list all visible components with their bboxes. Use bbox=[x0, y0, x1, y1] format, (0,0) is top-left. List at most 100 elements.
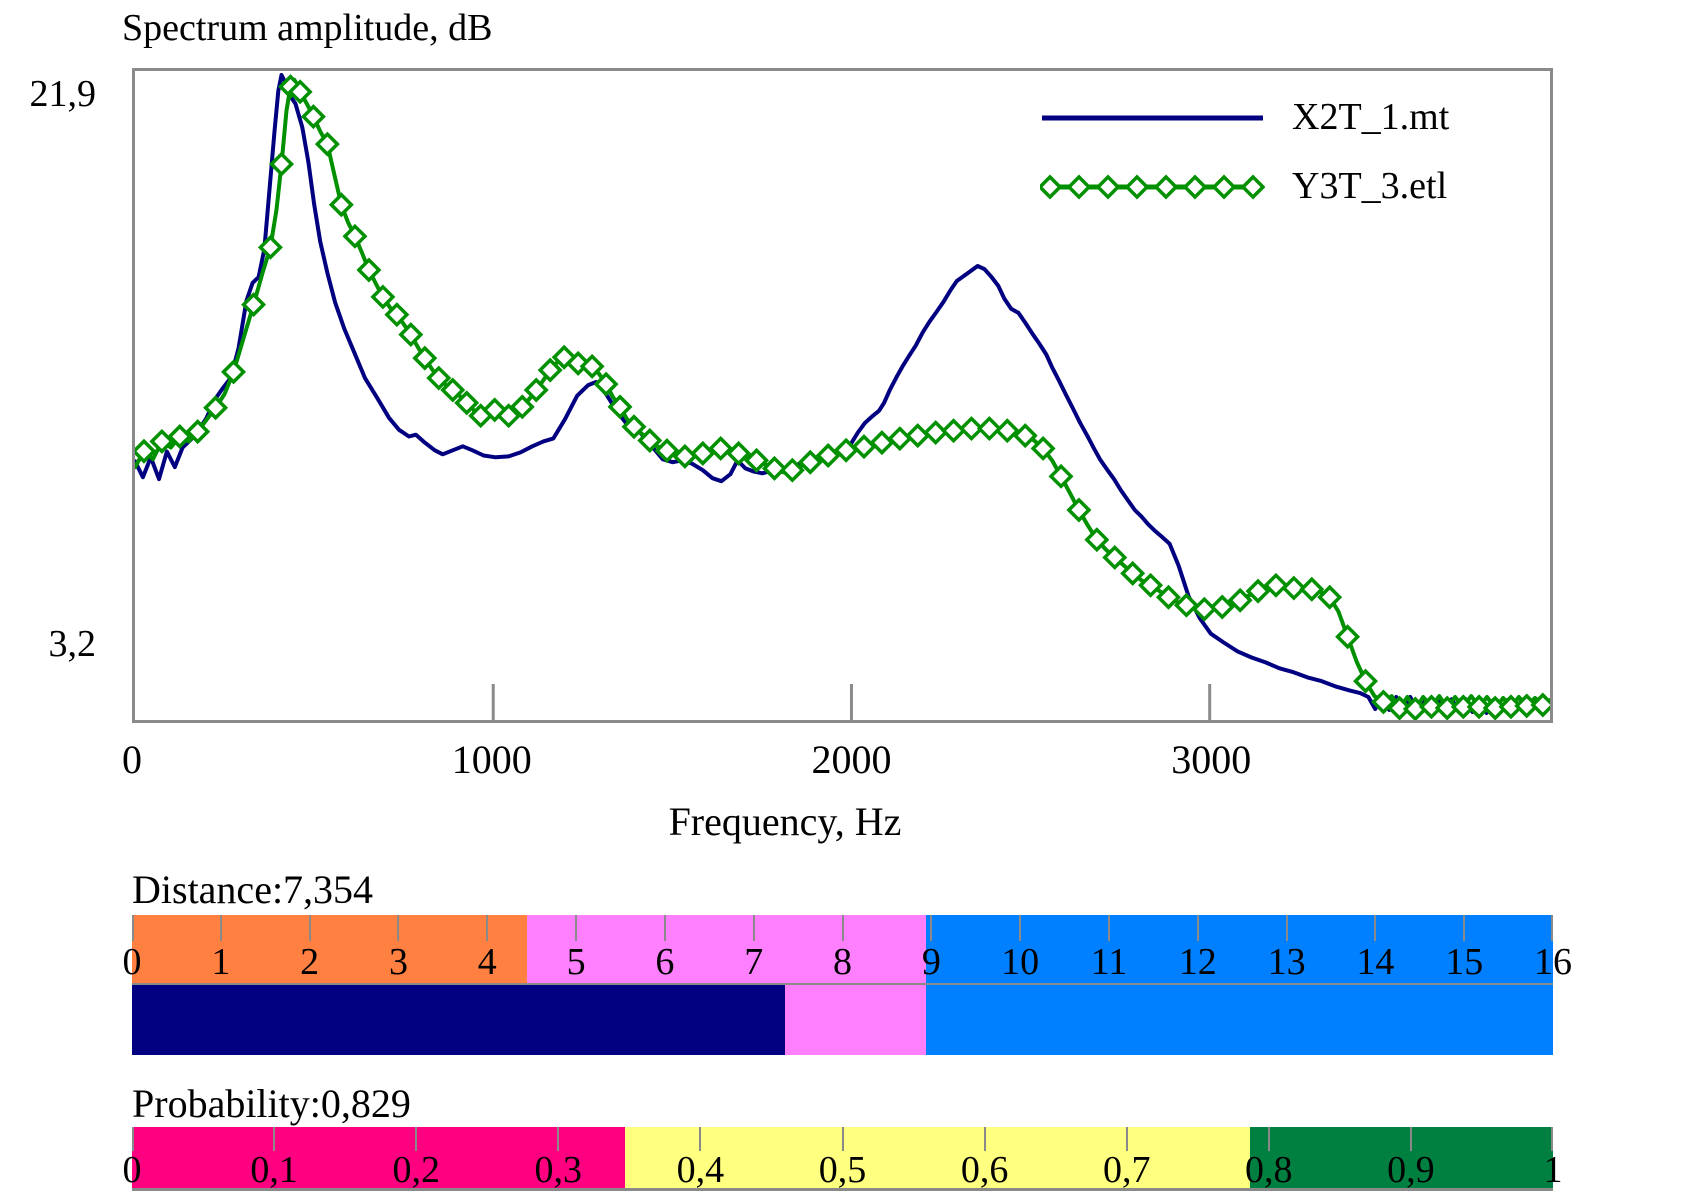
diamond-marker bbox=[1263, 572, 1289, 598]
diamond-marker bbox=[356, 257, 382, 283]
scale-tick-label-7: 7 bbox=[744, 941, 764, 983]
distance-value-label: Distance:7,354 bbox=[132, 867, 374, 912]
diamond-marker bbox=[1012, 423, 1038, 449]
diamond-marker bbox=[370, 284, 396, 310]
diamond-marker bbox=[384, 302, 410, 328]
scale-tick bbox=[663, 915, 666, 941]
scale-tick bbox=[1551, 915, 1553, 941]
diamond-marker bbox=[690, 440, 716, 466]
diamond-marker bbox=[1299, 576, 1325, 602]
diamond-marker bbox=[257, 234, 283, 260]
diamond-marker bbox=[744, 447, 769, 473]
scale-tick-label-6: 6 bbox=[655, 941, 675, 983]
series-line-X2T_1.mt bbox=[135, 73, 1550, 715]
scale-tick-label-4: 4 bbox=[477, 941, 497, 983]
scale-tick-label-0,9: 0,9 bbox=[1387, 1149, 1435, 1191]
scale-tick bbox=[132, 915, 134, 941]
x-axis-title: Frequency, Hz bbox=[668, 799, 902, 844]
scale-tick bbox=[575, 915, 578, 941]
diamond-marker bbox=[905, 423, 931, 449]
diamond-marker bbox=[185, 419, 211, 445]
diamond-marker bbox=[300, 104, 326, 130]
spectrum-curves bbox=[135, 73, 1550, 720]
diamond-marker bbox=[1209, 594, 1235, 620]
scale-tick bbox=[930, 915, 933, 941]
scale-tick bbox=[219, 915, 222, 941]
diamond-marker bbox=[1530, 692, 1550, 718]
y-axis-min-label: 3,2 bbox=[48, 623, 97, 665]
diamond-marker bbox=[593, 371, 619, 397]
bar-segment bbox=[527, 915, 926, 983]
diamond-marker bbox=[976, 416, 1002, 442]
diamond-marker bbox=[923, 420, 949, 446]
scale-tick bbox=[273, 1127, 276, 1151]
scale-tick bbox=[486, 915, 489, 941]
scale-tick bbox=[1267, 1127, 1270, 1151]
bar-segment bbox=[925, 985, 1553, 1055]
diamond-marker bbox=[426, 365, 452, 391]
scale-tick-label-0,6: 0,6 bbox=[960, 1149, 1009, 1191]
scale-tick-label-2: 2 bbox=[300, 941, 320, 983]
scale-tick-label-3: 3 bbox=[388, 941, 408, 983]
diamond-marker bbox=[342, 223, 368, 249]
diamond-marker bbox=[994, 418, 1020, 444]
scale-tick bbox=[1107, 915, 1110, 941]
scale-tick bbox=[1285, 915, 1288, 941]
scale-tick-label-0,4: 0,4 bbox=[676, 1149, 725, 1191]
scale-tick bbox=[983, 1127, 986, 1151]
legend-label-series2: Y3T_3.etl bbox=[1292, 165, 1448, 207]
diamond-marker bbox=[412, 345, 438, 371]
scale-tick-label-8: 8 bbox=[833, 941, 852, 983]
diamond-marker bbox=[779, 457, 805, 483]
bar-segment bbox=[1250, 1127, 1553, 1191]
diamond-marker bbox=[1245, 578, 1271, 604]
scale-tick bbox=[1125, 1127, 1128, 1151]
scale-tick bbox=[752, 915, 755, 941]
diamond-marker bbox=[621, 414, 647, 440]
diamond-marker bbox=[523, 377, 549, 403]
scale-tick-label-1: 1 bbox=[211, 941, 231, 983]
bar-segment bbox=[785, 985, 926, 1055]
diamond-marker bbox=[1138, 572, 1164, 598]
diamond-marker bbox=[1173, 592, 1199, 618]
probability-scale-bar: 0 0,1 0,2 0,3 0,4 0,5 0,6 0,7 0,8 0,9 1 bbox=[123, 1127, 1563, 1191]
scale-tick-label-13: 13 bbox=[1267, 941, 1306, 983]
scale-tick bbox=[557, 1127, 560, 1151]
x-tick-label-0: 0 bbox=[122, 737, 142, 782]
diamond-marker bbox=[1084, 527, 1110, 553]
diamond-marker bbox=[1156, 584, 1181, 610]
bar-segment bbox=[132, 985, 786, 1055]
diamond-marker bbox=[269, 151, 294, 177]
diamond-marker bbox=[287, 79, 313, 105]
diamond-marker bbox=[328, 192, 354, 218]
diamond-marker bbox=[167, 424, 193, 449]
scale-tick bbox=[1409, 1127, 1412, 1151]
scale-tick-label-0,5: 0,5 bbox=[818, 1149, 867, 1191]
diamond-marker bbox=[1048, 463, 1074, 489]
diamond-marker bbox=[1227, 587, 1253, 613]
x-tick-label-2000: 2000 bbox=[811, 737, 892, 782]
x-axis-tick-labels: 0 1000 2000 3000 bbox=[122, 736, 1553, 786]
diamond-marker bbox=[509, 394, 535, 420]
scale-tick bbox=[841, 915, 844, 941]
diamond-marker bbox=[797, 449, 823, 475]
scale-tick-label-0: 0 bbox=[122, 1149, 142, 1191]
diamond-marker bbox=[958, 416, 984, 442]
diamond-marker bbox=[1353, 668, 1378, 694]
diamond-marker bbox=[941, 418, 967, 444]
diamond-marker bbox=[637, 428, 663, 453]
scale-tick bbox=[1196, 915, 1199, 941]
diamond-marker bbox=[149, 428, 175, 454]
diamond-marker bbox=[203, 395, 229, 421]
chart-title: Spectrum amplitude, dB bbox=[122, 7, 493, 49]
distance-separator-line bbox=[132, 983, 1553, 985]
scale-tick-label-0,2: 0,2 bbox=[392, 1149, 440, 1191]
diamond-marker bbox=[1102, 544, 1128, 570]
scale-tick bbox=[1551, 1127, 1553, 1151]
scale-tick-label-16: 16 bbox=[1534, 941, 1572, 983]
scale-tick-label-12: 12 bbox=[1178, 941, 1217, 983]
diamond-marker bbox=[1335, 624, 1361, 650]
diamond-marker bbox=[815, 443, 841, 468]
diamond-marker bbox=[1281, 575, 1307, 601]
